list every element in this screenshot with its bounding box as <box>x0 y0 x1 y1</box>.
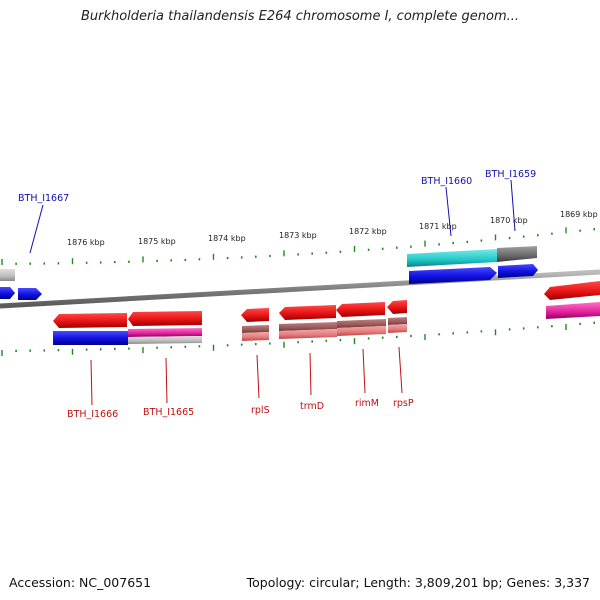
gene-block-left-blue-2[interactable] <box>18 288 42 300</box>
gene-btn-i1665-lightgray[interactable] <box>128 336 202 344</box>
gene-btn-i1660-blue[interactable] <box>409 267 497 284</box>
accession-text: Accession: NC_007651 <box>9 575 152 590</box>
gene-rpls-salmon[interactable] <box>242 332 269 341</box>
leader-btn-i1660 <box>445 186 452 237</box>
label-rimm[interactable]: rimM <box>355 398 379 409</box>
leader-btn-i1667 <box>29 204 44 254</box>
label-btn-i1666[interactable]: BTH_I1666 <box>67 409 118 420</box>
scale-label-1876: 1876 kbp <box>67 238 105 247</box>
reverse-gene-labels: BTH_I1666 BTH_I1665 rplS trmD rimM rpsP <box>67 346 414 420</box>
scale-label-1874: 1874 kbp <box>208 234 246 243</box>
scale-labels: 1876 kbp 1875 kbp 1874 kbp 1873 kbp 1872… <box>67 210 598 247</box>
gene-rpsp-red[interactable] <box>387 300 407 314</box>
scale-label-1870: 1870 kbp <box>490 216 528 225</box>
gene-btn-i1659-blue[interactable] <box>498 264 538 278</box>
scale-label-1869: 1869 kbp <box>560 210 598 219</box>
gene-rpls-darksalmon[interactable] <box>242 325 269 333</box>
leader-btn-i1666 <box>90 359 93 406</box>
label-trmd[interactable]: trmD <box>300 401 324 412</box>
gene-block-left-gray[interactable] <box>0 269 15 281</box>
gene-btn-i1665-red[interactable] <box>128 311 202 326</box>
gene-rimm-red[interactable] <box>336 302 385 317</box>
gene-trmd-salmon[interactable] <box>279 329 337 339</box>
label-btn-i1659[interactable]: BTH_I1659 <box>485 169 536 180</box>
upper-tick-track <box>1 227 596 265</box>
leader-rimm <box>362 348 366 394</box>
leader-btn-i1665 <box>165 357 168 404</box>
leader-rpls <box>256 354 260 399</box>
scale-label-1873: 1873 kbp <box>279 231 317 240</box>
label-btn-i1665[interactable]: BTH_I1665 <box>143 407 194 418</box>
gene-block-left-blue-1[interactable] <box>0 287 15 299</box>
gene-rimm-salmon[interactable] <box>337 326 386 336</box>
gene-rimm-darksalmon[interactable] <box>337 319 386 328</box>
gene-right-magenta[interactable] <box>546 302 600 319</box>
gene-trmd-red[interactable] <box>279 305 336 320</box>
map-title: Burkholderia thailandensis E264 chromoso… <box>80 9 520 24</box>
forward-strand-genes <box>0 246 600 319</box>
leader-trmd <box>309 352 312 396</box>
leader-btn-i1659 <box>510 179 516 232</box>
chromosome-backbone <box>0 269 600 309</box>
label-rpsp[interactable]: rpsP <box>393 398 414 409</box>
gene-btn-i1660-cyan[interactable] <box>407 249 497 267</box>
gene-btn-i1660-gray[interactable] <box>497 246 537 262</box>
scale-label-1871: 1871 kbp <box>419 222 457 231</box>
label-rpls[interactable]: rplS <box>251 405 270 416</box>
reverse-strand-genes <box>53 300 407 345</box>
genome-summary-text: Topology: circular; Length: 3,809,201 bp… <box>246 575 590 590</box>
gene-btn-i1665-magenta[interactable] <box>128 328 202 337</box>
gene-btn-i1666-red[interactable] <box>53 313 127 328</box>
lower-tick-track <box>1 321 596 356</box>
scale-label-1872: 1872 kbp <box>349 227 387 236</box>
gene-right-red[interactable] <box>544 281 600 300</box>
gene-btn-i1666-blue[interactable] <box>53 331 128 345</box>
gene-rpls-red[interactable] <box>241 308 269 322</box>
forward-gene-labels: BTH_I1667 BTH_I1660 BTH_I1659 <box>18 169 536 254</box>
gene-rpsp-salmon[interactable] <box>388 324 407 333</box>
label-btn-i1667[interactable]: BTH_I1667 <box>18 193 69 204</box>
gene-rpsp-darksalmon[interactable] <box>388 317 407 325</box>
leader-rpsp <box>398 346 403 394</box>
gene-trmd-darksalmon[interactable] <box>279 322 337 331</box>
label-btn-i1660[interactable]: BTH_I1660 <box>421 176 472 187</box>
scale-label-1875: 1875 kbp <box>138 237 176 246</box>
